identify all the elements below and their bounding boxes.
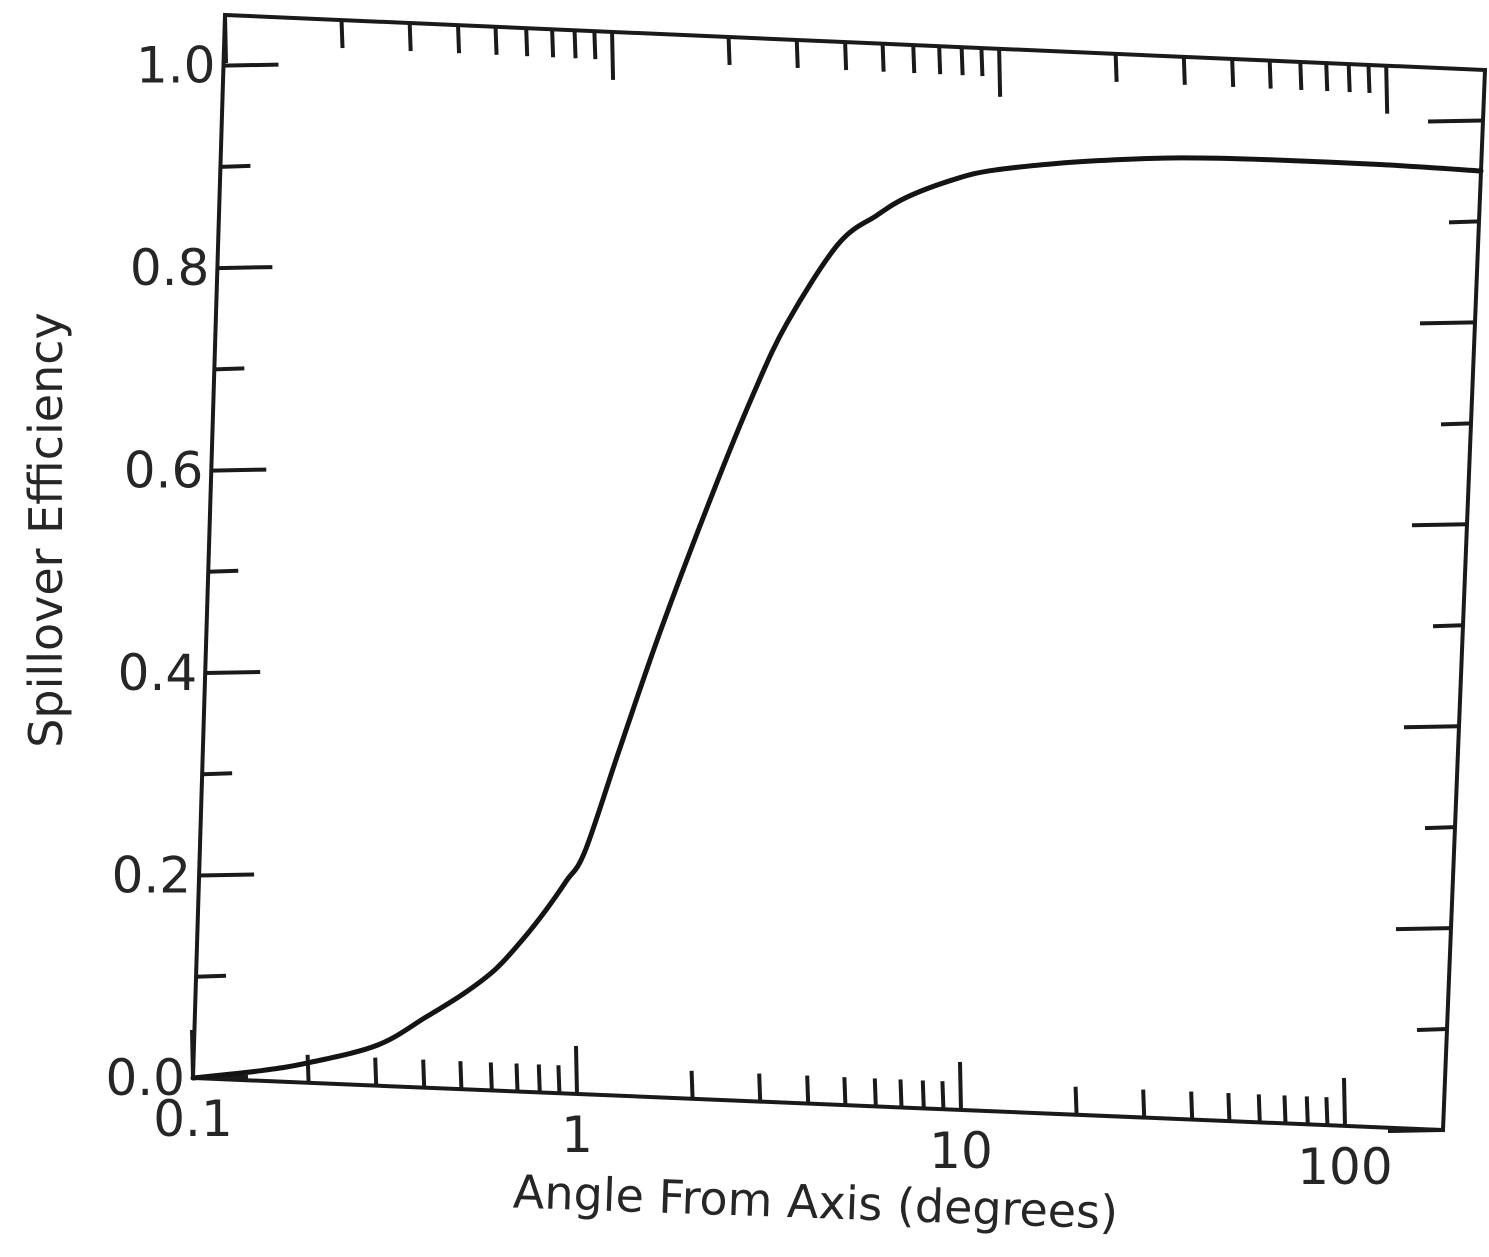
y-tick-right: [1419, 320, 1476, 326]
y-tick-right: [1395, 926, 1452, 932]
x-tick-top: [610, 31, 616, 80]
series-layer: [190, 155, 1484, 1081]
x-tick-top: [911, 44, 917, 74]
x-tick-top: [1384, 65, 1390, 114]
x-tick-top: [456, 25, 462, 54]
x-tick-bottom: [421, 1059, 427, 1088]
x-tick-bottom: [805, 1075, 811, 1104]
x-tick-label: 100: [1297, 1138, 1392, 1196]
y-tick-left: [205, 670, 261, 676]
x-tick-label: 1: [561, 1106, 593, 1164]
y-tick-left: [220, 163, 251, 169]
y-tick-label: 0.0: [105, 1049, 185, 1107]
x-tick-bottom: [190, 1029, 195, 1079]
x-tick-top: [572, 30, 578, 59]
y-tick-right: [1432, 623, 1464, 629]
x-tick-top: [223, 14, 228, 64]
x-tick-top: [1324, 62, 1330, 92]
x-tick-top: [959, 47, 965, 76]
y-tick-right: [1440, 421, 1472, 427]
y-tick-right: [1387, 1128, 1444, 1133]
y-tick-label: 0.6: [124, 442, 204, 500]
y-tick-left: [202, 771, 233, 777]
x-tick-bottom: [373, 1057, 379, 1086]
x-tick-top: [592, 31, 598, 60]
y-axis-ticks: [192, 62, 1484, 1133]
x-tick-top: [407, 22, 413, 52]
y-tick-left: [195, 973, 227, 979]
y-tick-left: [217, 265, 273, 271]
x-tick-top: [339, 20, 345, 49]
y-tick-left: [211, 467, 267, 473]
x-tick-label: 10: [929, 1122, 993, 1180]
y-tick-left: [199, 872, 255, 878]
x-tick-bottom: [1189, 1091, 1195, 1120]
spillover-curve: [190, 155, 1484, 1081]
x-tick-bottom: [536, 1064, 542, 1093]
x-tick-top: [1298, 61, 1304, 91]
y-axis-tick-labels: 0.0 0.2 0.4 0.6 0.8 1.0: [105, 37, 215, 1107]
x-tick-bottom: [556, 1065, 562, 1094]
x-tick-bottom: [458, 1061, 464, 1090]
x-tick-top: [493, 26, 499, 55]
x-tick-bottom: [514, 1063, 520, 1092]
y-tick-right: [1411, 522, 1468, 528]
x-tick-top: [1366, 64, 1372, 93]
y-tick-right: [1424, 825, 1456, 831]
y-axis-label: Spillover Efficiency: [19, 312, 73, 748]
y-tick-right: [1403, 724, 1460, 730]
x-tick-top: [1230, 58, 1236, 88]
x-tick-label: 0.1: [153, 1090, 233, 1148]
y-tick-right: [1416, 1027, 1448, 1033]
y-tick-label: 0.2: [112, 847, 192, 905]
x-tick-bottom: [689, 1070, 695, 1099]
x-tick-top: [550, 29, 556, 58]
y-tick-left: [214, 366, 245, 372]
x-tick-bottom: [957, 1061, 963, 1110]
x-axis-tick-labels: 0.1 1 10 100: [153, 1090, 1392, 1196]
y-tick-label: 0.4: [118, 644, 198, 702]
x-tick-bottom: [872, 1078, 878, 1107]
x-tick-top: [524, 28, 530, 57]
x-tick-bottom: [488, 1062, 494, 1091]
x-tick-top: [1181, 56, 1187, 85]
x-tick-top: [726, 36, 732, 66]
x-tick-bottom: [1282, 1095, 1288, 1124]
x-tick-top: [1346, 63, 1352, 93]
x-tick-top: [979, 47, 985, 77]
x-tick-bottom: [920, 1080, 926, 1109]
y-tick-right: [1448, 219, 1480, 225]
x-tick-bottom: [1324, 1097, 1330, 1126]
plot-frame: [190, 12, 1488, 1133]
x-tick-top: [1267, 60, 1273, 89]
x-tick-bottom: [757, 1073, 763, 1102]
y-tick-right: [1427, 118, 1484, 124]
x-tick-bottom: [573, 1045, 579, 1095]
y-tick-label: 0.8: [130, 239, 210, 297]
y-tick-left: [223, 62, 279, 68]
x-tick-top: [794, 39, 800, 69]
x-tick-bottom: [1256, 1094, 1262, 1123]
x-tick-bottom: [1304, 1096, 1310, 1125]
x-tick-top: [843, 41, 849, 71]
x-tick-bottom: [1141, 1089, 1147, 1118]
x-tick-bottom: [1073, 1086, 1079, 1115]
x-tick-bottom: [842, 1077, 848, 1106]
x-tick-bottom: [940, 1081, 946, 1110]
x-tick-bottom: [898, 1079, 904, 1108]
y-tick-left: [208, 568, 239, 574]
x-tick-bottom: [305, 1054, 311, 1083]
plot-frame-group: [190, 12, 1488, 1133]
x-tick-bottom: [1341, 1077, 1347, 1126]
x-tick-bottom: [1226, 1093, 1232, 1122]
x-axis-label: Angle From Axis (degrees): [512, 1164, 1119, 1239]
x-tick-top: [880, 43, 886, 72]
x-axis-ticks: [190, 14, 1390, 1126]
x-tick-top: [1113, 53, 1119, 82]
x-tick-top: [937, 46, 943, 75]
y-tick-label: 1.0: [136, 37, 216, 95]
x-tick-top: [997, 48, 1003, 97]
